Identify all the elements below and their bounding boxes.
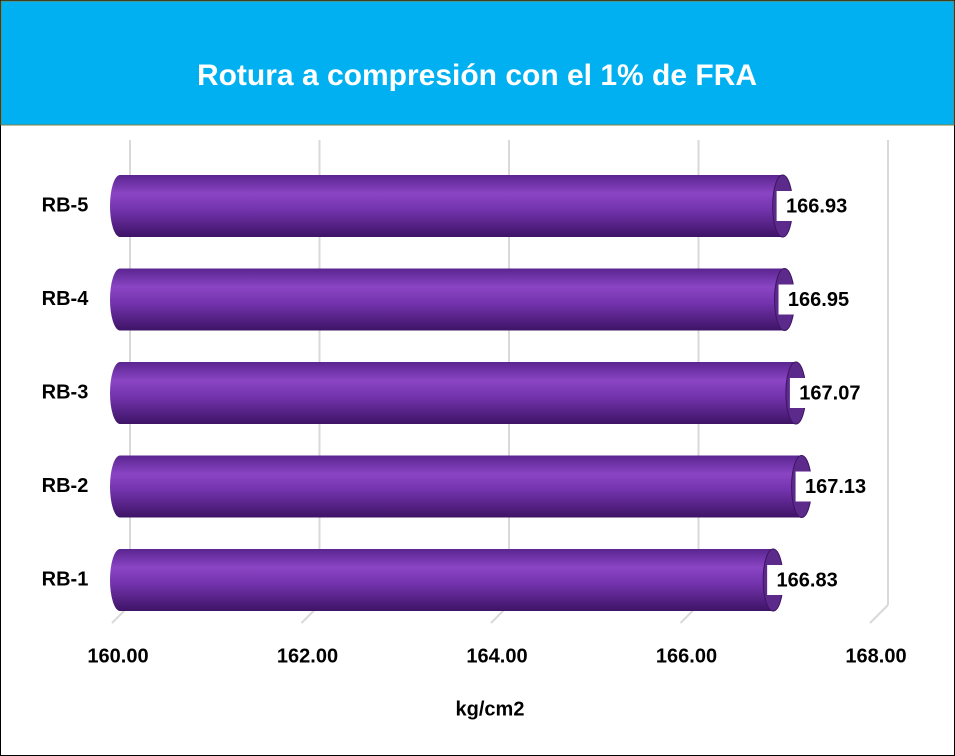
x-axis-title: kg/cm2 <box>456 698 525 720</box>
value-label-box <box>776 191 857 221</box>
value-label: 166.83 <box>777 569 838 591</box>
x-tick-label: 166.00 <box>656 645 717 667</box>
bar-body <box>110 362 806 424</box>
y-tick-label: RB-4 <box>42 288 90 310</box>
value-label-box <box>795 471 876 502</box>
bar-body <box>110 175 793 237</box>
x-tick-label: 160.00 <box>87 645 148 667</box>
value-label: 167.13 <box>805 476 866 498</box>
x-tick-label: 168.00 <box>845 645 906 667</box>
chart-title: Rotura a compresión con el 1% de FRA <box>197 59 757 92</box>
y-tick-label: RB-1 <box>42 568 89 590</box>
y-tick-label: RB-5 <box>42 194 89 216</box>
grid-line <box>869 604 889 624</box>
bar-body <box>110 268 795 331</box>
bar-body <box>110 455 812 518</box>
y-tick-label: RB-3 <box>42 381 89 403</box>
value-label-box <box>789 378 870 408</box>
bar <box>110 548 784 612</box>
bar <box>110 174 794 238</box>
value-label-box <box>767 565 848 595</box>
x-tick-label: 164.00 <box>466 645 527 667</box>
bar-body <box>110 549 784 611</box>
value-label-box <box>778 284 859 315</box>
bar <box>110 268 796 331</box>
value-label: 167.07 <box>799 382 860 404</box>
y-tick-label: RB-2 <box>42 475 89 497</box>
value-label: 166.95 <box>788 289 849 311</box>
header <box>0 0 955 126</box>
bar <box>110 361 807 425</box>
bar <box>110 455 813 518</box>
x-tick-label: 162.00 <box>277 645 338 667</box>
value-label: 166.93 <box>786 195 847 217</box>
